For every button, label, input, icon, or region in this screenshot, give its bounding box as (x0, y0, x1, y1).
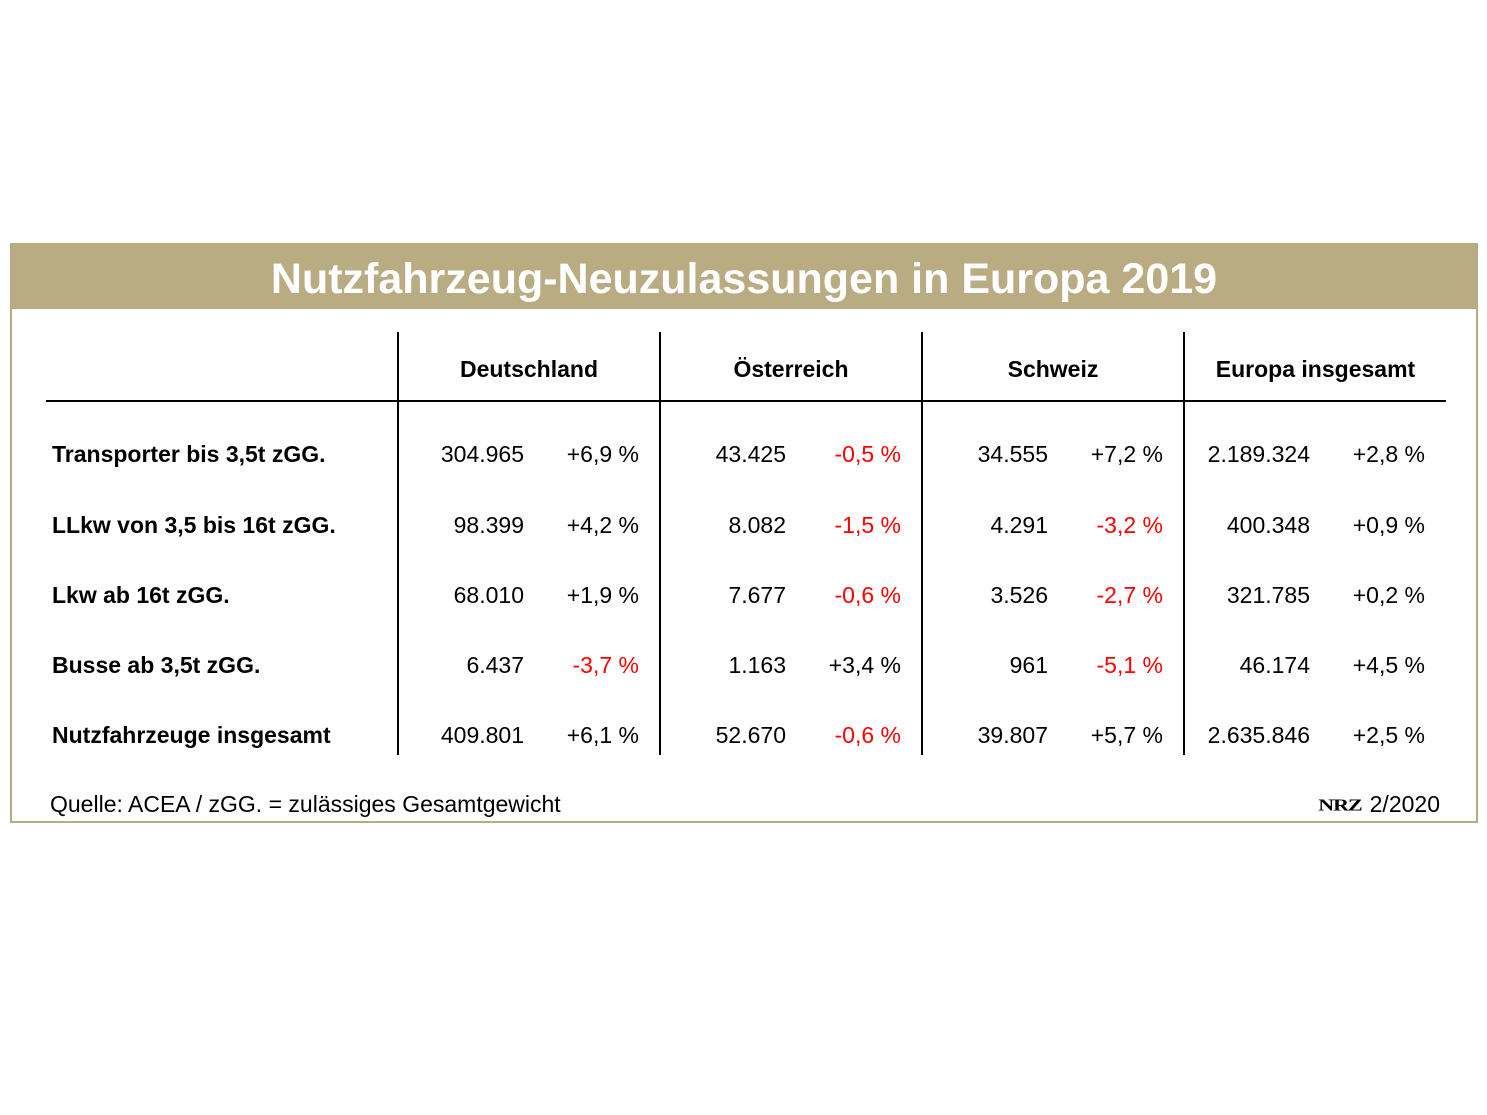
cell-change: -1,5 % (834, 512, 901, 538)
column-divider (921, 332, 923, 755)
cell-value: 400.348 (1226, 512, 1310, 538)
cell-value: 8.082 (728, 512, 786, 538)
cell-value: 4.291 (990, 512, 1048, 538)
row-label: Nutzfahrzeuge insgesamt (52, 722, 331, 748)
cell-value: 68.010 (453, 582, 524, 608)
cell-change: -2,7 % (1096, 582, 1163, 608)
cell-value: 34.555 (977, 441, 1048, 467)
cell-change: -0,6 % (834, 722, 901, 748)
cell-change: +6,1 % (566, 722, 639, 748)
nrz-logo: NRZ (1318, 795, 1362, 814)
cell-change: -3,2 % (1096, 512, 1163, 538)
cell-value: 409.801 (440, 722, 524, 748)
cell-value: 43.425 (715, 441, 786, 467)
cell-change: -0,5 % (834, 441, 901, 467)
cell-value: 52.670 (715, 722, 786, 748)
cell-value: 39.807 (977, 722, 1048, 748)
cell-change: +7,2 % (1090, 441, 1163, 467)
publication-stamp: NRZ 2/2020 (1318, 790, 1440, 819)
cell-change: +4,5 % (1352, 652, 1425, 678)
cell-value: 7.677 (728, 582, 786, 608)
cell-change: +0,2 % (1352, 582, 1425, 608)
cell-value: 321.785 (1226, 582, 1310, 608)
source-note: Quelle: ACEA / zGG. = zulässiges Gesamtg… (50, 791, 561, 817)
cell-change: +2,8 % (1352, 441, 1425, 467)
data-table: Deutschland Österreich Schweiz Europa in… (46, 332, 1446, 755)
cell-change: -3,7 % (572, 652, 639, 678)
cell-value: 961 (1009, 652, 1048, 678)
cell-change: +1,9 % (566, 582, 639, 608)
cell-value: 2.635.846 (1207, 722, 1310, 748)
column-header-europa: Europa insgesamt (1215, 356, 1416, 382)
column-header-oesterreich: Österreich (733, 356, 849, 382)
cell-value: 46.174 (1239, 652, 1310, 678)
cell-change: -0,6 % (834, 582, 901, 608)
row-label: Lkw ab 16t zGG. (52, 582, 230, 608)
cell-value: 3.526 (990, 582, 1048, 608)
table-panel: Nutzfahrzeug-Neuzulassungen in Europa 20… (10, 243, 1478, 823)
column-header-deutschland: Deutschland (459, 356, 599, 382)
column-divider (659, 332, 661, 755)
cell-change: +3,4 % (828, 652, 901, 678)
header-divider (46, 400, 1446, 402)
cell-change: -5,1 % (1096, 652, 1163, 678)
cell-change: +6,9 % (566, 441, 639, 467)
cell-value: 1.163 (728, 652, 786, 678)
column-divider (1183, 332, 1185, 755)
cell-value: 98.399 (453, 512, 524, 538)
cell-value: 6.437 (466, 652, 524, 678)
row-label: Transporter bis 3,5t zGG. (52, 441, 326, 467)
column-divider (397, 332, 399, 755)
column-header-schweiz: Schweiz (1007, 356, 1099, 382)
cell-value: 2.189.324 (1207, 441, 1310, 467)
cell-change: +0,9 % (1352, 512, 1425, 538)
cell-change: +4,2 % (566, 512, 639, 538)
row-label: Busse ab 3,5t zGG. (52, 652, 261, 678)
cell-change: +5,7 % (1090, 722, 1163, 748)
publication-date: 2/2020 (1369, 791, 1440, 817)
row-label: LLkw von 3,5 bis 16t zGG. (52, 512, 336, 538)
cell-change: +2,5 % (1352, 722, 1425, 748)
cell-value: 304.965 (440, 441, 524, 467)
chart-title: Nutzfahrzeug-Neuzulassungen in Europa 20… (12, 245, 1476, 309)
